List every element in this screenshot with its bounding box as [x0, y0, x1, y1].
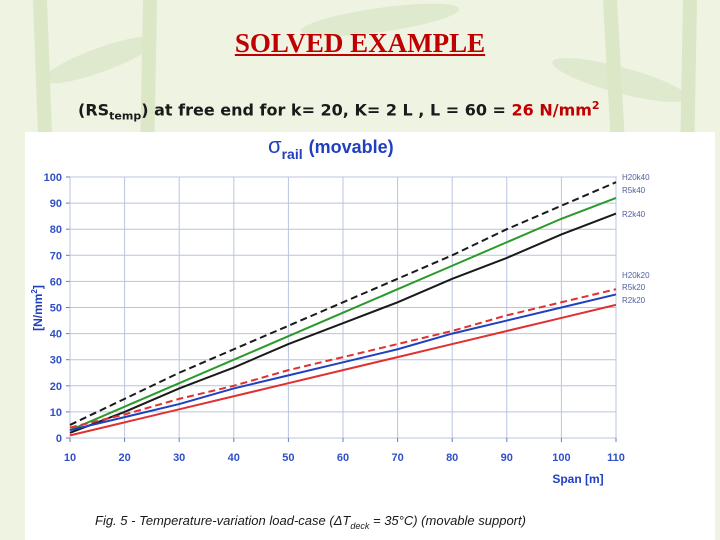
- y-axis-label: [N/mm2]: [30, 285, 45, 331]
- y-label-sup: 2: [30, 289, 39, 294]
- x-axis-label: Span [m]: [552, 472, 603, 486]
- chart-title: σrail (movable): [268, 133, 394, 162]
- y-tick-label: 90: [50, 198, 62, 210]
- x-tick-label: 40: [228, 452, 240, 464]
- y-tick-label: 10: [50, 407, 62, 419]
- y-tick-label: 70: [50, 250, 62, 262]
- x-tick-label: 110: [607, 452, 625, 464]
- series-label: R5k20: [622, 283, 646, 292]
- subtitle-result: 26 N/mm: [511, 100, 592, 120]
- series-label: R5k40: [622, 186, 646, 195]
- y-tick-label: 30: [50, 355, 62, 367]
- series-label: H20k40: [622, 173, 650, 182]
- y-label-text: ]: [31, 285, 45, 289]
- y-tick-label: 100: [44, 172, 62, 184]
- caption-text: ΔT: [333, 513, 352, 528]
- y-label-text: [N/mm: [31, 294, 45, 331]
- y-tick-label: 80: [50, 224, 62, 236]
- x-tick-label: 50: [282, 452, 294, 464]
- series-line: [69, 293, 617, 432]
- caption: Fig. 5 - Temperature-variation load-case…: [95, 513, 526, 531]
- x-tick-label: 20: [118, 452, 130, 464]
- caption-sub: deck: [350, 521, 370, 531]
- series-line: [69, 196, 617, 432]
- subtitle-text: ) at free end for k= 20, K= 2 L , L = 60…: [141, 100, 512, 120]
- x-tick-label: 70: [391, 452, 403, 464]
- y-tick-label: 20: [50, 381, 62, 393]
- subtitle-text: (RS: [78, 100, 110, 120]
- series-label: R2k40: [622, 210, 646, 219]
- x-tick-label: 10: [64, 452, 76, 464]
- series-line: [69, 181, 617, 426]
- x-tick-label: 60: [337, 452, 349, 464]
- series-line: [69, 288, 617, 429]
- subtitle-subscript: temp: [109, 109, 142, 123]
- x-tick-label: 90: [501, 452, 513, 464]
- series-line: [69, 303, 617, 437]
- y-tick-label: 40: [50, 329, 62, 341]
- caption-text: Fig. 5 - Temperature-variation load-case…: [95, 513, 335, 528]
- caption-text: = 35°C) (movable support): [369, 513, 526, 528]
- x-tick-label: 80: [446, 452, 458, 464]
- y-tick-label: 50: [50, 303, 62, 315]
- series-label: R2k20: [622, 296, 646, 305]
- slide-subtitle: (RStemp) at free end for k= 20, K= 2 L ,…: [78, 99, 600, 123]
- subtitle-superscript: 2: [591, 99, 600, 112]
- x-tick-label: 30: [173, 452, 185, 464]
- x-tick-label: 100: [552, 452, 570, 464]
- y-tick-label: 60: [50, 276, 62, 288]
- series-label: H20k20: [622, 271, 650, 280]
- slide-title: SOLVED EXAMPLE: [234, 28, 486, 58]
- series-line: [69, 212, 617, 434]
- y-tick-label: 0: [56, 433, 62, 445]
- title-rest: (movable): [309, 137, 394, 157]
- title-subscript: rail: [282, 146, 303, 162]
- title-symbol: σ: [268, 133, 282, 158]
